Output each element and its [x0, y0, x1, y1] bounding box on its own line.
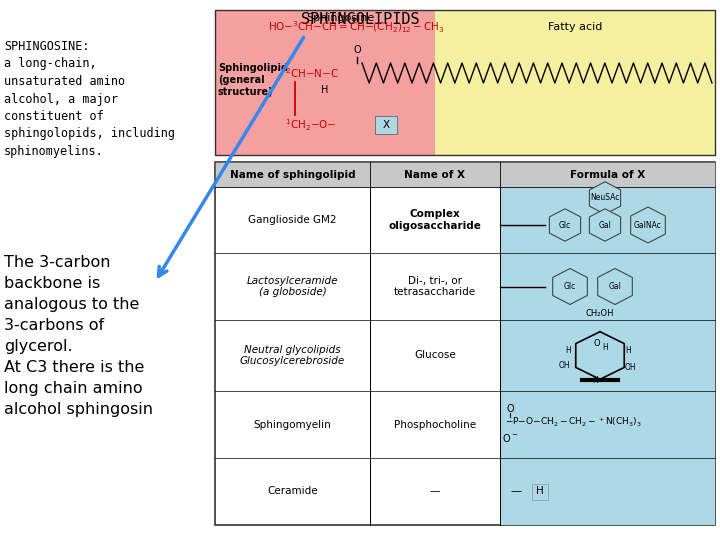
- Polygon shape: [549, 209, 580, 241]
- Polygon shape: [590, 209, 621, 241]
- Bar: [500, 253, 715, 320]
- Text: Phosphocholine: Phosphocholine: [394, 420, 476, 429]
- Bar: [532, 483, 548, 500]
- Text: OH: OH: [558, 361, 570, 370]
- Bar: [500, 187, 715, 253]
- Text: Name of X: Name of X: [405, 170, 466, 179]
- Text: The 3-carbon
backbone is
analogous to the
3-carbons of
glycerol.
At C3 there is : The 3-carbon backbone is analogous to th…: [4, 255, 153, 417]
- Text: SPHINGOSINE:
a long-chain,
unsaturated amino
alcohol, a major
constituent of
sph: SPHINGOSINE: a long-chain, unsaturated a…: [4, 40, 175, 158]
- Text: O$^-$: O$^-$: [502, 433, 518, 444]
- Text: H: H: [536, 487, 544, 496]
- Text: H: H: [602, 343, 608, 352]
- Text: Sphingomyelin: Sphingomyelin: [253, 420, 331, 429]
- Text: HO$-^3$CH$-$CH$=$CH$-$(CH$_2$)$_{12}-$CH$_3$: HO$-^3$CH$-$CH$=$CH$-$(CH$_2$)$_{12}-$CH…: [268, 19, 445, 35]
- Bar: [215, 10, 715, 155]
- Text: O: O: [354, 45, 361, 55]
- Text: O: O: [506, 403, 514, 414]
- Text: OH: OH: [624, 363, 636, 372]
- Text: —: —: [430, 487, 440, 496]
- Text: NeuSAc: NeuSAc: [590, 193, 620, 202]
- Polygon shape: [590, 182, 621, 214]
- Polygon shape: [631, 207, 665, 243]
- Text: H: H: [625, 346, 631, 355]
- Text: O: O: [594, 339, 600, 348]
- Bar: [215, 162, 715, 187]
- Bar: [215, 162, 715, 525]
- Text: Glucose: Glucose: [414, 350, 456, 361]
- Text: $^2$CH$-$N$-$C: $^2$CH$-$N$-$C: [285, 66, 339, 80]
- Bar: [500, 391, 715, 458]
- Text: $-$P$-$O$-$CH$_2-$CH$_2-$$^+$N(CH$_3$)$_3$: $-$P$-$O$-$CH$_2-$CH$_2-$$^+$N(CH$_3$)$_…: [505, 416, 642, 429]
- Bar: [500, 458, 715, 525]
- Text: Name of sphingolipid: Name of sphingolipid: [230, 170, 355, 179]
- Text: Neutral glycolipids
Glucosylcerebroside: Neutral glycolipids Glucosylcerebroside: [240, 345, 345, 366]
- Bar: [215, 10, 435, 155]
- Text: Fatty acid: Fatty acid: [548, 22, 602, 32]
- Text: Sphingosine: Sphingosine: [306, 13, 374, 23]
- Text: Formula of X: Formula of X: [570, 170, 645, 179]
- Text: CH₂OH: CH₂OH: [586, 309, 614, 318]
- Text: Ceramide: Ceramide: [267, 487, 318, 496]
- Bar: [500, 320, 715, 391]
- Text: —: —: [510, 487, 521, 496]
- Text: SPHINGOLIPIDS: SPHINGOLIPIDS: [301, 12, 419, 27]
- Text: Glc: Glc: [564, 282, 576, 291]
- Text: H: H: [592, 376, 598, 385]
- Text: Ganglioside GM2: Ganglioside GM2: [248, 215, 337, 225]
- Text: Di-, tri-, or
tetrasaccharide: Di-, tri-, or tetrasaccharide: [394, 276, 476, 298]
- Bar: [375, 116, 397, 134]
- Text: X: X: [382, 120, 390, 130]
- Polygon shape: [598, 268, 632, 305]
- Text: H: H: [565, 346, 571, 355]
- Text: $^1$CH$_2$$-$O$-$: $^1$CH$_2$$-$O$-$: [285, 117, 336, 133]
- Text: Complex
oligosaccharide: Complex oligosaccharide: [389, 209, 482, 231]
- Text: Lactosylceramide
(a globoside): Lactosylceramide (a globoside): [247, 276, 338, 298]
- Text: Glc: Glc: [559, 220, 571, 230]
- Text: Gal: Gal: [598, 220, 611, 230]
- Text: GalNAc: GalNAc: [634, 220, 662, 230]
- Text: H: H: [321, 85, 329, 95]
- Polygon shape: [553, 268, 588, 305]
- Text: Sphingolipid
(general
structure): Sphingolipid (general structure): [218, 63, 288, 97]
- Text: Gal: Gal: [608, 282, 621, 291]
- Bar: [435, 10, 715, 155]
